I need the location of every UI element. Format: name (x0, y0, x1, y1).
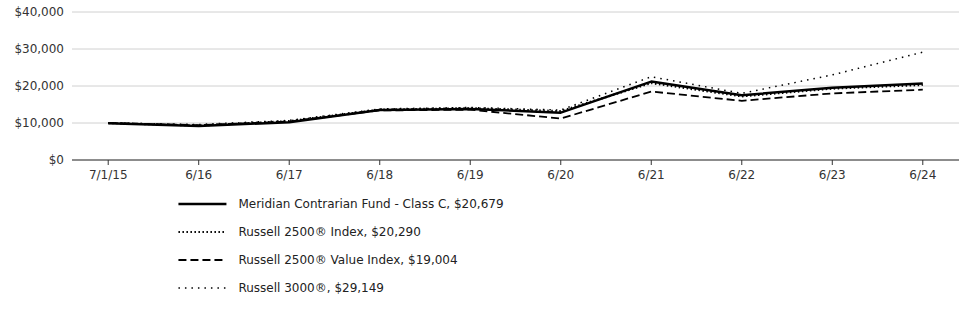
x-tick-label: 6/23 (819, 168, 846, 182)
grid-line (72, 123, 959, 124)
legend-label: Russell 2500® Index, $20,290 (238, 225, 420, 239)
chart-container: $0 $10,000 $20,000 $30,000 $40,000 7/1/15 6/16… (0, 0, 975, 327)
grid-line (72, 12, 959, 13)
x-axis-line (72, 160, 959, 161)
legend: Meridian Contrarian Fund - Class C, $20,… (178, 197, 503, 295)
x-tick-label: 6/16 (185, 168, 212, 182)
y-tick-label: $10,000 (14, 116, 64, 130)
legend-swatch (178, 259, 226, 261)
legend-label: Russell 2500® Value Index, $19,004 (238, 253, 457, 267)
x-tick (379, 160, 380, 165)
x-tick-label: 6/22 (728, 168, 755, 182)
grid-line (72, 49, 959, 50)
x-tick (741, 160, 742, 165)
legend-label: Meridian Contrarian Fund - Class C, $20,… (238, 197, 503, 211)
x-tick (470, 160, 471, 165)
x-tick-label: 7/1/15 (89, 168, 128, 182)
series-line (108, 52, 923, 124)
legend-swatch (178, 287, 226, 289)
x-tick-label: 6/20 (547, 168, 574, 182)
x-tick (108, 160, 109, 165)
y-tick-label: $40,000 (14, 5, 64, 19)
x-tick (198, 160, 199, 165)
legend-label: Russell 3000®, $29,149 (238, 281, 384, 295)
x-axis: 7/1/15 6/16 6/17 6/18 6/19 6/20 6/21 6/22 6/23 6/… (72, 160, 959, 182)
grid-line (72, 86, 959, 87)
grid-line (72, 160, 959, 161)
series-lines (108, 52, 923, 126)
series-line (108, 82, 923, 126)
y-tick-label: $0 (49, 153, 64, 167)
legend-swatch (178, 203, 226, 206)
x-tick (922, 160, 923, 165)
series-line (108, 90, 923, 126)
y-axis: $0 $10,000 $20,000 $30,000 $40,000 (14, 5, 959, 167)
y-tick-label: $20,000 (14, 79, 64, 93)
legend-swatch (178, 231, 226, 233)
x-tick-label: 6/21 (638, 168, 665, 182)
x-tick-label: 6/17 (276, 168, 303, 182)
x-tick (832, 160, 833, 165)
x-tick-label: 6/24 (909, 168, 936, 182)
y-tick-label: $30,000 (14, 42, 64, 56)
x-tick (289, 160, 290, 165)
x-tick (651, 160, 652, 165)
chart: $0 $10,000 $20,000 $30,000 $40,000 7/1/15 6/16… (0, 0, 975, 327)
x-tick-label: 6/18 (366, 168, 393, 182)
x-tick (560, 160, 561, 165)
x-tick-label: 6/19 (457, 168, 484, 182)
